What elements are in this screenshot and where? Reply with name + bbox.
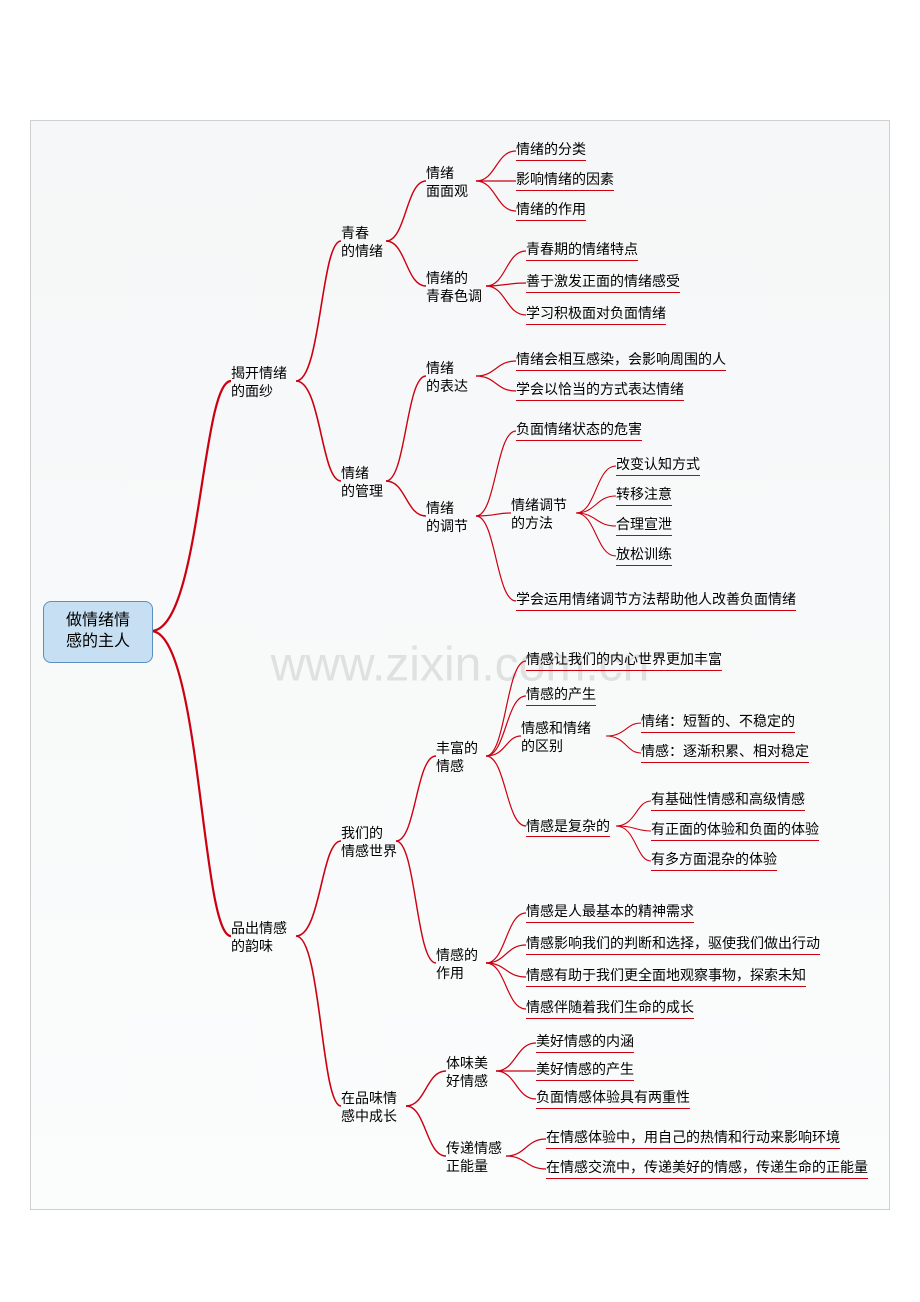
leaf-b1b2: 情感影响我们的判断和选择，驱使我们做出行动 (526, 935, 820, 955)
leaf-b2a2: 美好情感的产生 (536, 1061, 634, 1081)
l3-a2a: 情绪的表达 (426, 360, 468, 395)
node-a2b2: 情绪调节的方法 (511, 497, 567, 532)
leaf-a1a2: 影响情绪的因素 (516, 171, 614, 191)
root-node: 做情绪情感的主人 (43, 601, 153, 663)
node-b1a3: 情感和情绪的区别 (521, 720, 591, 755)
leaf-a2b2-4: 放松训练 (616, 546, 672, 566)
leaf-b1a2: 情感的产生 (526, 686, 596, 706)
leaf-a1b3: 学习积极面对负面情绪 (526, 305, 666, 325)
leaf-b1b4: 情感伴随着我们生命的成长 (526, 999, 694, 1019)
leaf-a2b1: 负面情绪状态的危害 (516, 421, 642, 441)
leaf-b1a4-1: 有基础性情感和高级情感 (651, 791, 805, 811)
l2-b1: 我们的情感世界 (341, 825, 397, 860)
leaf-a1b2: 善于激发正面的情绪感受 (526, 273, 680, 293)
leaf-b2a1: 美好情感的内涵 (536, 1033, 634, 1053)
leaf-b1b1: 情感是人最基本的精神需求 (526, 903, 694, 923)
leaf-b1a1: 情感让我们的内心世界更加丰富 (526, 651, 722, 671)
leaf-a2b3: 学会运用情绪调节方法帮助他人改善负面情绪 (516, 591, 796, 611)
leaf-a2b2-2: 转移注意 (616, 486, 672, 506)
l1-a: 揭开情绪的面纱 (231, 365, 287, 400)
l3-b2b: 传递情感正能量 (446, 1140, 502, 1175)
leaf-a2a1: 情绪会相互感染，会影响周围的人 (516, 351, 726, 371)
l3-b1a: 丰富的情感 (436, 740, 478, 775)
leaf-b2b1: 在情感体验中，用自己的热情和行动来影响环境 (546, 1129, 840, 1149)
leaf-a1a1: 情绪的分类 (516, 141, 586, 161)
l2-a1: 青春的情绪 (341, 225, 383, 260)
l2-a2: 情绪的管理 (341, 465, 383, 500)
l3-a1a: 情绪面面观 (426, 165, 468, 200)
mindmap-canvas: www.zixin.com.cn (30, 120, 890, 1210)
l3-b2a: 体味美好情感 (446, 1055, 488, 1090)
l3-a2b: 情绪的调节 (426, 500, 468, 535)
leaf-a2b2-1: 改变认知方式 (616, 456, 700, 476)
leaf-a1a3: 情绪的作用 (516, 201, 586, 221)
l3-b1b: 情感的作用 (436, 947, 478, 982)
leaf-b1a4-2: 有正面的体验和负面的体验 (651, 821, 819, 841)
leaf-a1b1: 青春期的情绪特点 (526, 241, 638, 261)
leaf-b1a3-1: 情绪：短暂的、不稳定的 (641, 713, 795, 733)
node-b1a4: 情感是复杂的 (526, 818, 610, 837)
leaf-b1a3-2: 情感：逐渐积累、相对稳定 (641, 743, 809, 763)
leaf-b2b2: 在情感交流中，传递美好的情感，传递生命的正能量 (546, 1159, 868, 1179)
l2-b2: 在品味情感中成长 (341, 1090, 397, 1125)
leaf-b2a3: 负面情感体验具有两重性 (536, 1089, 690, 1109)
leaf-b1a4-3: 有多方面混杂的体验 (651, 851, 777, 871)
leaf-b1b3: 情感有助于我们更全面地观察事物，探索未知 (526, 967, 806, 987)
leaf-a2a2: 学会以恰当的方式表达情绪 (516, 381, 684, 401)
leaf-a2b2-3: 合理宣泄 (616, 516, 672, 536)
l1-b: 品出情感的韵味 (231, 920, 287, 955)
l3-a1b: 情绪的青春色调 (426, 270, 482, 305)
